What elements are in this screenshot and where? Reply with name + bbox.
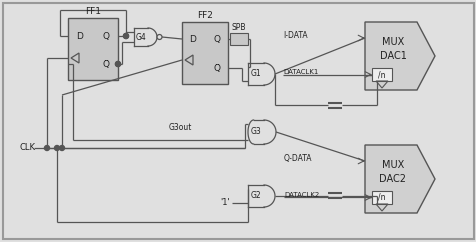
Text: '1': '1' — [220, 198, 229, 207]
Text: D: D — [189, 35, 196, 44]
Text: DATACLK2: DATACLK2 — [283, 192, 318, 198]
Bar — [68, 18, 118, 80]
Text: Q̄: Q̄ — [102, 60, 109, 68]
Text: MUX: MUX — [381, 37, 403, 47]
Text: DAC2: DAC2 — [379, 174, 406, 184]
Text: FF2: FF2 — [197, 10, 212, 20]
Text: Q-DATA: Q-DATA — [283, 153, 312, 162]
Text: FF1: FF1 — [85, 7, 101, 15]
Text: /n: /n — [377, 193, 385, 202]
Circle shape — [54, 145, 60, 151]
Bar — [182, 22, 228, 84]
Bar — [229, 33, 248, 45]
Text: SPB: SPB — [231, 23, 246, 31]
Text: D: D — [77, 31, 83, 40]
Circle shape — [157, 35, 162, 39]
Circle shape — [115, 61, 120, 67]
Text: G4: G4 — [135, 32, 146, 41]
Text: DATACLK1: DATACLK1 — [282, 69, 317, 76]
Circle shape — [123, 33, 128, 38]
Text: Q: Q — [213, 35, 220, 44]
Text: G2: G2 — [250, 191, 261, 201]
Bar — [371, 191, 391, 204]
Circle shape — [115, 61, 120, 67]
Text: I-DATA: I-DATA — [282, 30, 307, 39]
Bar — [371, 68, 391, 81]
Circle shape — [44, 145, 50, 151]
Text: G1: G1 — [250, 69, 261, 78]
Polygon shape — [364, 22, 434, 90]
Text: DAC1: DAC1 — [379, 51, 406, 61]
Text: Q̄: Q̄ — [213, 63, 220, 73]
Text: G3: G3 — [250, 128, 261, 136]
Text: CLK: CLK — [20, 144, 36, 152]
Text: MUX: MUX — [381, 160, 403, 170]
Polygon shape — [364, 145, 434, 213]
Text: /n: /n — [377, 70, 385, 79]
Circle shape — [123, 33, 128, 38]
Text: G3out: G3out — [168, 123, 191, 133]
Text: Q: Q — [102, 31, 109, 40]
Circle shape — [60, 145, 64, 151]
